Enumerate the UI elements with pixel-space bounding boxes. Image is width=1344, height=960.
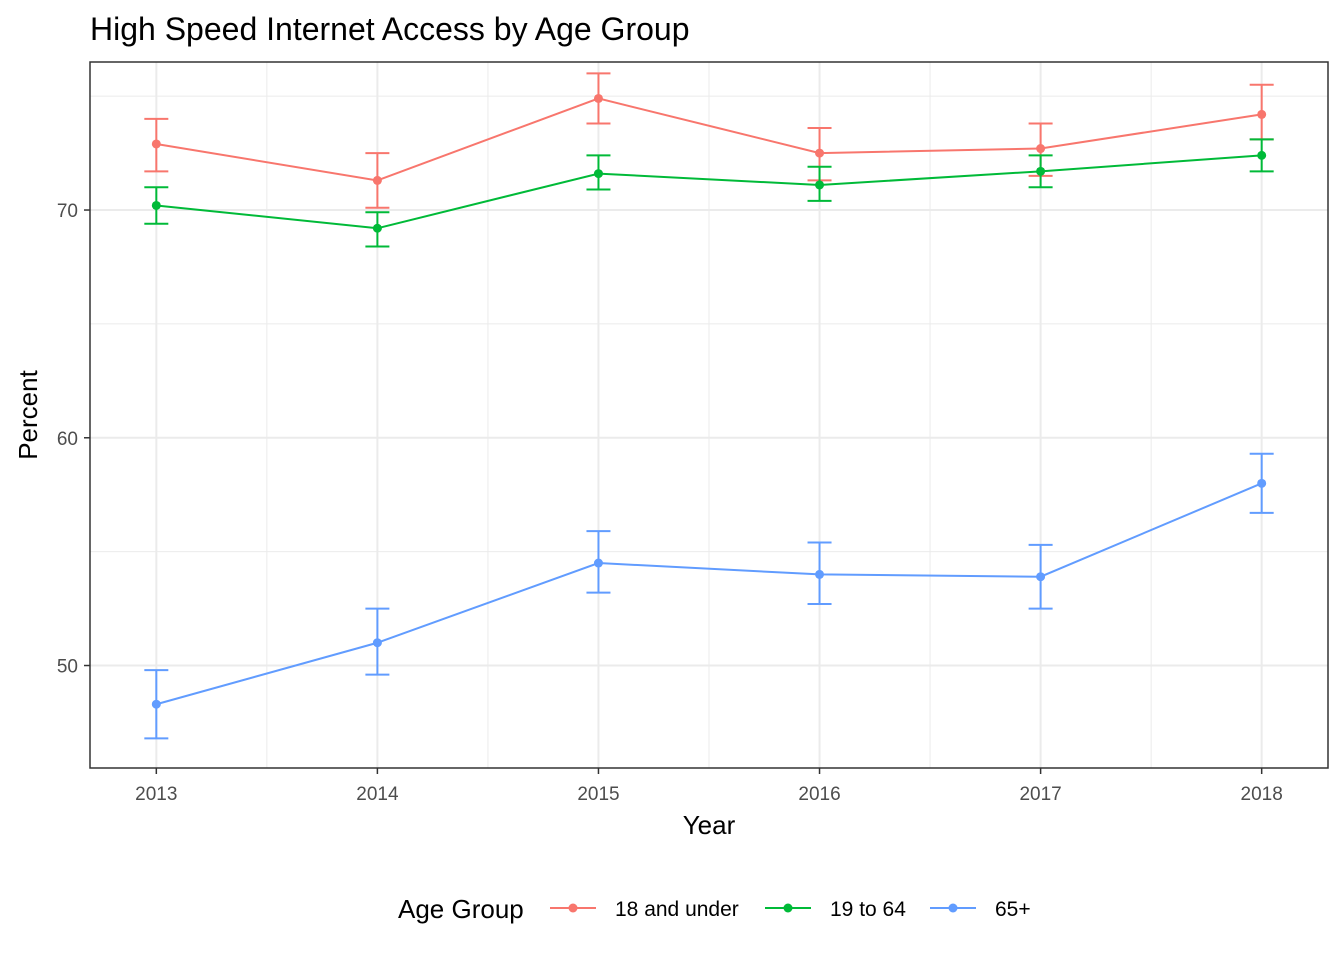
y-tick-label: 60 — [57, 429, 78, 450]
legend-label: 19 to 64 — [830, 898, 906, 921]
data-point — [815, 148, 825, 158]
series-line — [156, 97, 1262, 182]
series-2 — [144, 138, 1274, 248]
data-point — [593, 93, 603, 103]
data-point — [372, 175, 382, 185]
data-point — [151, 139, 161, 149]
x-tick-label: 2016 — [798, 784, 840, 805]
x-tick-label: 2014 — [356, 784, 399, 805]
data-point — [1257, 478, 1267, 488]
data-point — [593, 558, 603, 568]
data-point — [151, 200, 161, 210]
y-tick-label: 70 — [57, 201, 78, 222]
x-tick-label: 2015 — [577, 784, 619, 805]
data-point — [1036, 166, 1046, 176]
legend-key-point — [783, 903, 793, 913]
series-1 — [144, 72, 1274, 209]
legend-item: 65+ — [930, 898, 1031, 921]
chart-title: High Speed Internet Access by Age Group — [90, 11, 689, 47]
series-layer — [144, 72, 1274, 740]
x-axis-title: Year — [683, 810, 736, 840]
legend-item: 19 to 64 — [765, 898, 906, 921]
data-point — [372, 223, 382, 233]
x-tick-label: 2018 — [1241, 784, 1283, 805]
data-point — [372, 638, 382, 648]
legend-item: 18 and under — [550, 898, 739, 921]
legend-title: Age Group — [398, 894, 524, 924]
data-point — [1257, 109, 1267, 119]
legend-key-point — [568, 903, 578, 913]
plot-border — [89, 61, 1329, 769]
data-point — [1036, 572, 1046, 582]
legend-key-point — [948, 903, 958, 913]
data-point — [1257, 150, 1267, 160]
data-point — [593, 169, 603, 179]
x-axis: 2013 2014 2015 2016 2017 2018 — [135, 768, 1283, 805]
series-3 — [144, 452, 1274, 740]
legend: Age Group 18 and under 19 to 64 65+ — [398, 894, 1031, 924]
series-line — [156, 482, 1263, 706]
y-tick-label: 50 — [57, 657, 78, 678]
data-point — [151, 699, 161, 709]
x-tick-label: 2013 — [135, 784, 177, 805]
data-point — [1036, 144, 1046, 154]
data-point — [815, 180, 825, 190]
data-point — [815, 569, 825, 579]
series-line — [156, 154, 1262, 230]
y-axis: 50 60 70 — [57, 201, 90, 678]
x-tick-label: 2017 — [1019, 784, 1061, 805]
y-axis-title: Percent — [13, 369, 43, 459]
legend-label: 18 and under — [615, 898, 739, 921]
legend-label: 65+ — [995, 898, 1031, 921]
